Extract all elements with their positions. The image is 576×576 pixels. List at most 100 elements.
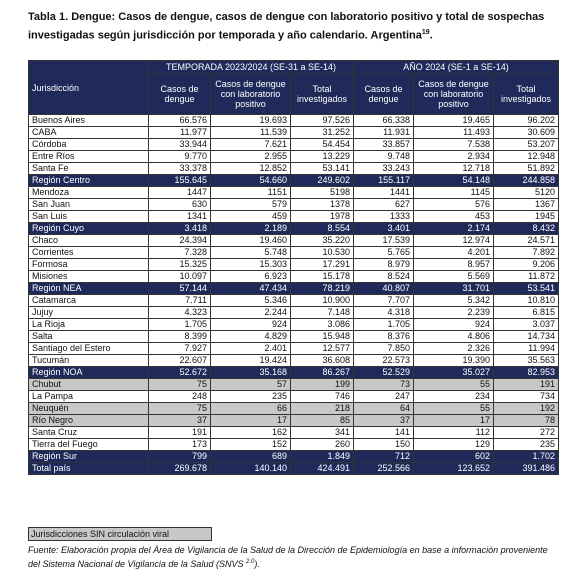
source-superscript: 2.0: [245, 559, 255, 565]
cell: 7.707: [353, 294, 414, 307]
cell: 112: [413, 426, 494, 439]
cell: 33.378: [148, 162, 211, 175]
cell: 2.401: [210, 342, 291, 355]
cell: 4.323: [148, 306, 211, 319]
table-row: Río Negro 37 17 85 37 17 78: [28, 414, 560, 427]
source-end: ).: [254, 559, 260, 569]
cell: 712: [353, 450, 414, 463]
cell: 10.097: [148, 270, 211, 283]
cell: 11.872: [492, 270, 560, 283]
cell: 53.141: [290, 162, 354, 175]
cell: 269.678: [148, 462, 211, 475]
cell: 799: [148, 450, 211, 463]
cell: 191: [492, 378, 560, 391]
cell: 8.554: [290, 222, 354, 235]
header-cell: Casos de dengue: [148, 73, 211, 115]
cell: 3.401: [353, 222, 414, 235]
cell: 55: [413, 378, 494, 391]
cell: 199: [290, 378, 354, 391]
row-label: Tierra del Fuego: [28, 438, 149, 451]
header-cell: Jurisdicción: [28, 60, 149, 115]
cell: 746: [290, 390, 354, 403]
row-label: Región NEA: [28, 282, 149, 295]
header-group: TEMPORADA 2023/2024 (SE-31 a SE-14): [148, 60, 354, 74]
cell: 12.948: [492, 150, 560, 163]
row-label: Río Negro: [28, 414, 149, 427]
table-row: Chubut 75 57 199 73 55 191: [28, 378, 560, 391]
row-label: Región Sur: [28, 450, 149, 463]
cell: 1.702: [492, 450, 560, 463]
cell: 51.892: [492, 162, 560, 175]
table-row: Santa Cruz 191 162 341 141 112 272: [28, 426, 560, 439]
table-row: Región Centro 155.645 54.660 249.602 155.117…: [28, 174, 560, 187]
cell: 453: [413, 210, 494, 223]
cell: 1333: [353, 210, 414, 223]
cell: 57.144: [148, 282, 211, 295]
cell: 1145: [413, 186, 494, 199]
row-label: La Rioja: [28, 318, 149, 331]
table-row: Catamarca 7.711 5.346 10.900 7.707 5.342 10.81…: [28, 294, 560, 307]
cell: 5.765: [353, 246, 414, 259]
header-cell: Total investigados: [290, 73, 354, 115]
row-label: Chaco: [28, 234, 149, 247]
cell: 248: [148, 390, 211, 403]
cell: 75: [148, 402, 211, 415]
legend: Jurisdicciones SIN circulación viral: [28, 527, 212, 541]
cell: 5198: [290, 186, 354, 199]
cell: 11.994: [492, 342, 560, 355]
cell: 1151: [210, 186, 291, 199]
cell: 7.927: [148, 342, 211, 355]
cell: 123.652: [413, 462, 494, 475]
cell: 33.243: [353, 162, 414, 175]
cell: 12.852: [210, 162, 291, 175]
row-label: Santiago del Estero: [28, 342, 149, 355]
cell: 234: [413, 390, 494, 403]
cell: 13.229: [290, 150, 354, 163]
row-label: Mendoza: [28, 186, 149, 199]
cell: 341: [290, 426, 354, 439]
cell: 22.607: [148, 354, 211, 367]
cell: 19.693: [210, 114, 291, 127]
cell: 15.178: [290, 270, 354, 283]
cell: 82.953: [492, 366, 560, 379]
row-label: San Luis: [28, 210, 149, 223]
table-row: Córdoba 33.944 7.621 54.454 33.857 7.538 53.20…: [28, 138, 560, 151]
cell: 2.239: [413, 306, 494, 319]
cell: 5.346: [210, 294, 291, 307]
table-row: La Rioja 1.705 924 3.086 1.705 924 3.037: [28, 318, 560, 331]
row-label: CABA: [28, 126, 149, 139]
table-row: Santiago del Estero 7.927 2.401 12.577 7.850…: [28, 342, 560, 355]
row-label: Córdoba: [28, 138, 149, 151]
cell: 17: [413, 414, 494, 427]
cell: 1378: [290, 198, 354, 211]
cell: 4.829: [210, 330, 291, 343]
cell: 17.539: [353, 234, 414, 247]
table-row: Región Sur 799 689 1.849 712 602 1.702: [28, 450, 560, 463]
cell: 252.566: [353, 462, 414, 475]
cell: 75: [148, 378, 211, 391]
cell: 37: [148, 414, 211, 427]
table-row: Total país 269.678 140.140 424.491 252.566 12…: [28, 462, 560, 475]
table-row: Neuquén 75 66 218 64 55 192: [28, 402, 560, 415]
header-group: AÑO 2024 (SE-1 a SE-14): [352, 60, 560, 74]
cell: 4.201: [413, 246, 494, 259]
cell: 55: [413, 402, 494, 415]
cell: 9.206: [492, 258, 560, 271]
cell: 7.850: [353, 342, 414, 355]
row-label: Salta: [28, 330, 149, 343]
header-cell: Casos de dengue con laboratorio positivo: [210, 73, 291, 115]
cell: 19.465: [413, 114, 494, 127]
cell: 734: [492, 390, 560, 403]
cell: 78.219: [290, 282, 354, 295]
table-row: Jujuy 4.323 2.244 7.148 4.318 2.239 6.815: [28, 306, 560, 319]
cell: 235: [210, 390, 291, 403]
cell: 129: [413, 438, 494, 451]
cell: 33.944: [148, 138, 211, 151]
cell: 30.609: [492, 126, 560, 139]
cell: 36.608: [290, 354, 354, 367]
cell: 8.399: [148, 330, 211, 343]
row-label: Catamarca: [28, 294, 149, 307]
cell: 14.734: [492, 330, 560, 343]
cell: 1341: [148, 210, 211, 223]
table-row: Chaco 24.394 19.460 35.220 17.539 12.974 24.57…: [28, 234, 560, 247]
